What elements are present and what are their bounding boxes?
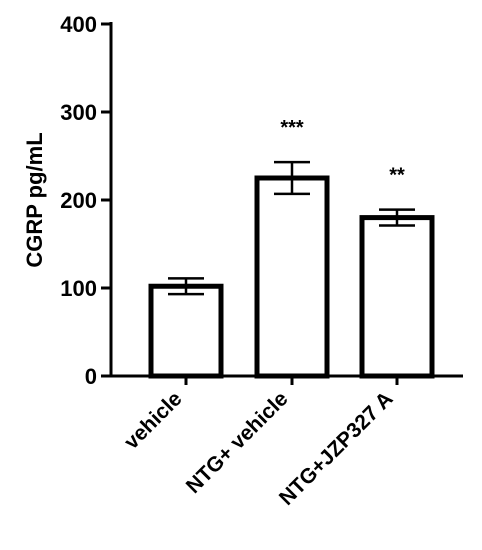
y-tick-label: 0 bbox=[85, 364, 97, 389]
y-tick-label: 300 bbox=[60, 100, 97, 125]
y-tick-label: 200 bbox=[60, 188, 97, 213]
y-tick-label: 100 bbox=[60, 276, 97, 301]
x-tick-label: vehicle bbox=[120, 387, 187, 454]
x-tick-label: NTG+ vehicle bbox=[182, 387, 293, 498]
x-tick-label: NTG+JZP327 A bbox=[275, 387, 398, 510]
y-axis-ticks: 0 100 200 300 400 bbox=[60, 12, 111, 389]
bars bbox=[148, 160, 435, 385]
y-tick-label: 400 bbox=[60, 12, 97, 37]
y-axis-label: CGRP pg/mL bbox=[22, 132, 47, 267]
bar bbox=[254, 175, 330, 379]
bar bbox=[148, 283, 224, 379]
significance-label: ** bbox=[389, 165, 405, 187]
bar bbox=[359, 215, 435, 379]
significance-label: *** bbox=[280, 117, 304, 139]
significance-labels: ***** bbox=[280, 117, 405, 187]
